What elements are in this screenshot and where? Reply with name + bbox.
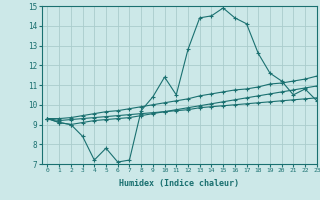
X-axis label: Humidex (Indice chaleur): Humidex (Indice chaleur) (119, 179, 239, 188)
